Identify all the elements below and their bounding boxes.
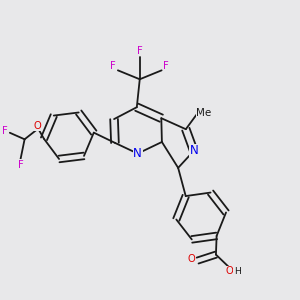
- Text: Me: Me: [196, 108, 212, 118]
- Text: F: F: [18, 160, 24, 170]
- Text: O: O: [226, 266, 233, 276]
- Text: F: F: [2, 126, 8, 136]
- Text: F: F: [164, 61, 169, 70]
- Text: N: N: [133, 147, 142, 160]
- Text: F: F: [110, 61, 116, 70]
- Text: H: H: [234, 267, 241, 276]
- Text: N: N: [189, 144, 198, 158]
- Text: O: O: [33, 121, 41, 130]
- Text: F: F: [137, 46, 142, 56]
- Text: O: O: [187, 254, 195, 264]
